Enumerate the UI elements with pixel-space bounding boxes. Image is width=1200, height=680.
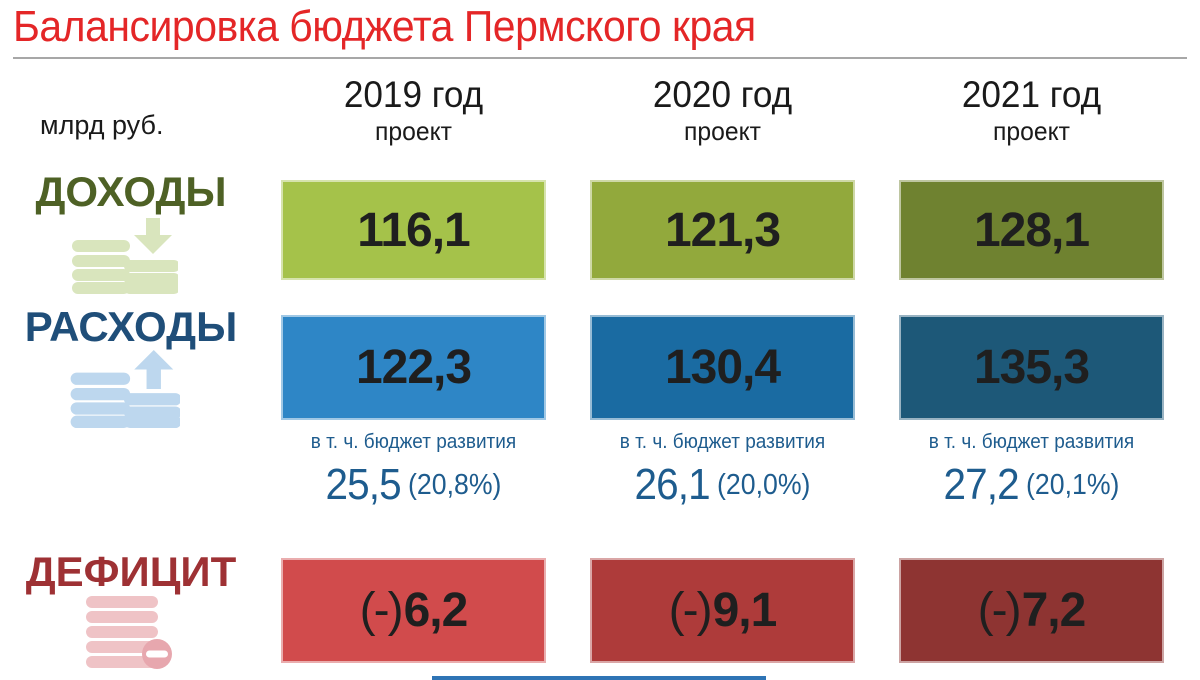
- title-divider: [13, 57, 1187, 59]
- income-value: 128,1: [973, 203, 1090, 257]
- unit-label: млрд руб.: [40, 110, 164, 140]
- deficit-number: 9,1: [712, 584, 778, 637]
- coins-with-up-arrow-icon: [70, 350, 180, 428]
- income-value-box: 116,1: [281, 180, 546, 280]
- coins-with-minus-icon: [86, 596, 172, 669]
- income-row-label: ДОХОДЫ: [35, 168, 227, 215]
- year-subtitle: проект: [374, 116, 452, 146]
- development-share: (20,8%): [408, 468, 502, 501]
- income-value-box: 121,3: [590, 180, 855, 280]
- column-header-2021: 2021 год проект: [899, 74, 1164, 146]
- development-budget-value: 27,2 (20,1%): [910, 458, 1154, 512]
- expense-row-label: РАСХОДЫ: [24, 303, 238, 350]
- expense-value-box: 122,3: [281, 315, 546, 420]
- development-budget-caption: в т. ч. бюджет развития: [619, 431, 826, 453]
- development-amount: 26,1: [634, 460, 711, 509]
- year-label: 2020 год: [652, 74, 793, 115]
- page-title: Балансировка бюджета Пермского края: [13, 2, 756, 51]
- minus-badge: [142, 639, 172, 669]
- income-value: 121,3: [664, 203, 781, 257]
- negative-prefix: (-): [977, 584, 1022, 637]
- income-value: 116,1: [357, 203, 470, 257]
- negative-prefix: (-): [359, 584, 404, 637]
- negative-prefix: (-): [668, 584, 713, 637]
- expense-value: 122,3: [355, 341, 472, 394]
- development-budget-caption: в т. ч. бюджет развития: [310, 431, 517, 453]
- column-header-2019: 2019 год проект: [281, 74, 546, 146]
- year-subtitle: проект: [683, 116, 761, 146]
- development-share: (20,0%): [717, 468, 811, 501]
- expense-value-box: 135,3: [899, 315, 1164, 420]
- deficit-value: (-)7,2: [977, 583, 1087, 638]
- coins-with-down-arrow-icon: [72, 218, 178, 294]
- development-budget-value: 25,5 (20,8%): [292, 458, 536, 512]
- income-value-box: 128,1: [899, 180, 1164, 280]
- expense-value: 130,4: [664, 341, 781, 394]
- column-header-2020: 2020 год проект: [590, 74, 855, 146]
- deficit-value: (-)6,2: [359, 583, 469, 638]
- year-subtitle: проект: [992, 116, 1070, 146]
- year-label: 2021 год: [961, 74, 1102, 115]
- deficit-number: 6,2: [403, 584, 469, 637]
- deficit-number: 7,2: [1021, 584, 1087, 637]
- deficit-value-box: (-)7,2: [899, 558, 1164, 663]
- development-share: (20,1%): [1026, 468, 1120, 501]
- expense-value: 135,3: [973, 341, 1090, 394]
- development-budget-value: 26,1 (20,0%): [601, 458, 845, 512]
- deficit-value: (-)9,1: [668, 583, 778, 638]
- deficit-value-box: (-)6,2: [281, 558, 546, 663]
- development-budget-caption: в т. ч. бюджет развития: [928, 431, 1135, 453]
- deficit-row-label: ДЕФИЦИТ: [25, 548, 237, 595]
- expense-value-box: 130,4: [590, 315, 855, 420]
- year-label: 2019 год: [343, 74, 484, 115]
- footer-accent-bar: [432, 676, 766, 680]
- deficit-value-box: (-)9,1: [590, 558, 855, 663]
- development-amount: 25,5: [325, 460, 402, 509]
- development-amount: 27,2: [943, 460, 1020, 509]
